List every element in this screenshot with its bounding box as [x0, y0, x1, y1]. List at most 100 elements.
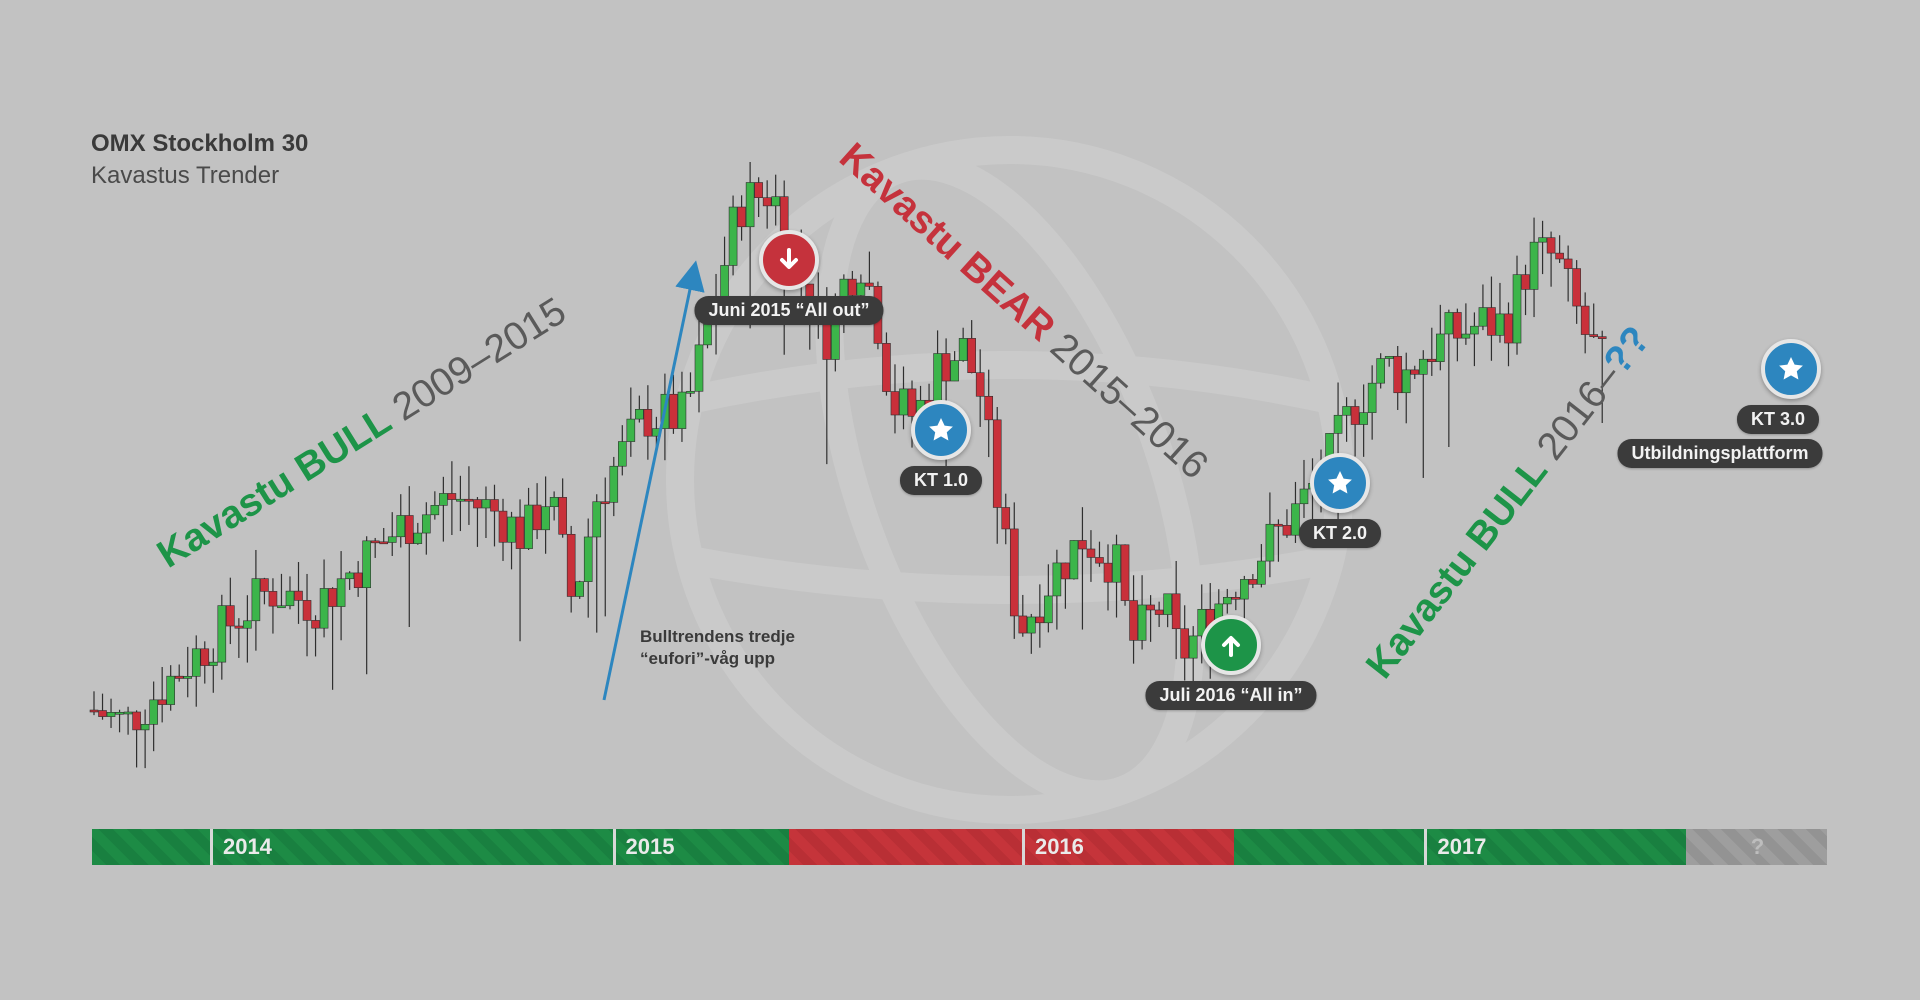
candle-body: [728, 206, 738, 266]
candle-body: [677, 391, 687, 429]
candle-body: [703, 324, 712, 346]
candle-body: [336, 578, 346, 607]
candle-body: [413, 532, 423, 544]
candle-body: [1418, 358, 1428, 375]
timeline-year-2014: 2014: [222, 834, 272, 859]
candle-body: [992, 419, 1002, 508]
candle-body: [984, 395, 994, 421]
candle-body: [1504, 313, 1513, 344]
candle-body: [1299, 488, 1309, 505]
chart-subtitle: Kavastus Trender: [91, 162, 280, 189]
candle-body: [1580, 305, 1590, 335]
candle-body: [1384, 356, 1394, 359]
arrow-up-icon: [1222, 636, 1240, 657]
candle-body: [422, 514, 431, 534]
candle-body: [1555, 252, 1564, 260]
candle-body: [566, 533, 576, 597]
candle-body: [1478, 307, 1488, 327]
candle-body: [311, 620, 320, 629]
timeline-phase-bear: [789, 829, 1234, 865]
candle-body: [975, 372, 985, 397]
candle-body: [1470, 325, 1479, 335]
kt2-badge: [1310, 453, 1370, 513]
candle-body: [1120, 544, 1130, 601]
candle-body: [396, 515, 406, 538]
candle-body: [1171, 593, 1181, 630]
candle-body: [754, 182, 763, 198]
candle-body: [157, 699, 167, 705]
candle-body: [268, 591, 278, 607]
candle-body: [1146, 604, 1155, 611]
candle-body: [191, 648, 201, 677]
euphoria-note: Bulltrendens tredje “eufori”-våg upp: [640, 626, 795, 670]
candle-body: [1529, 241, 1539, 290]
candle-body: [958, 338, 968, 361]
candle-body: [1257, 560, 1266, 585]
arrow-down-icon: [780, 248, 798, 269]
candle-body: [430, 505, 440, 516]
candle-body: [626, 418, 636, 442]
timeline-year-2017: 2017: [1437, 834, 1487, 859]
candle-body: [1222, 597, 1232, 605]
candle-body: [1018, 615, 1028, 634]
candle-body: [635, 409, 644, 420]
candle-body: [1597, 336, 1607, 339]
candle-body: [1589, 334, 1598, 337]
candle-body: [1137, 604, 1147, 641]
sell-badge: [759, 230, 819, 290]
candle-body: [1086, 548, 1096, 558]
candle-body: [1180, 628, 1189, 659]
candle-body: [1282, 525, 1292, 536]
candle-body: [1401, 369, 1411, 394]
kt3-badge: [1761, 339, 1821, 399]
candle-body: [277, 605, 286, 609]
candle-body: [1188, 635, 1198, 659]
candle-body: [941, 353, 951, 382]
candle-body: [1410, 369, 1420, 375]
timeline-year-divider: [209, 829, 213, 865]
candle-body: [1069, 540, 1079, 580]
candle-body: [1052, 562, 1062, 597]
candle-body: [115, 711, 124, 715]
candle-body: [1095, 557, 1104, 564]
candle-body: [302, 600, 312, 621]
candle-body: [106, 712, 116, 717]
timeline-unknown-label: ?: [1750, 834, 1765, 859]
candle-body: [1461, 333, 1471, 339]
candle-body: [686, 390, 695, 394]
candle-body: [234, 625, 244, 629]
timeline-year-2016: 2016: [1034, 834, 1084, 859]
candle-body: [558, 497, 567, 535]
candle-body: [200, 648, 210, 666]
candle-body: [456, 498, 465, 502]
candle-body: [1521, 274, 1530, 290]
candle-body: [1231, 597, 1241, 600]
candle-body: [890, 391, 900, 416]
candle-body: [1009, 528, 1019, 617]
candle-body: [1044, 595, 1053, 624]
candle-body: [217, 605, 227, 663]
candle-body: [907, 388, 917, 417]
candle-body: [600, 501, 610, 505]
candle-body: [1035, 616, 1045, 624]
euphoria-note-line2: “eufori”-våg upp: [640, 649, 776, 668]
candle-body: [226, 605, 235, 627]
timeline-year-divider: [1424, 829, 1428, 865]
candle-body: [498, 510, 508, 543]
candle-body: [762, 197, 772, 207]
candle-body: [1376, 358, 1385, 384]
candle-body: [1563, 258, 1573, 269]
candle-body: [123, 711, 133, 715]
candle-body: [345, 572, 354, 580]
candle-body: [1112, 544, 1121, 583]
candle-body: [1342, 406, 1351, 416]
candle-body: [967, 338, 976, 373]
candle-body: [583, 536, 593, 582]
candle-body: [1538, 237, 1547, 243]
candle-body: [950, 360, 959, 382]
candle-body: [1572, 268, 1581, 307]
star-icon: [1328, 471, 1352, 494]
buy-badge: [1201, 615, 1261, 675]
candle-body: [294, 590, 303, 601]
